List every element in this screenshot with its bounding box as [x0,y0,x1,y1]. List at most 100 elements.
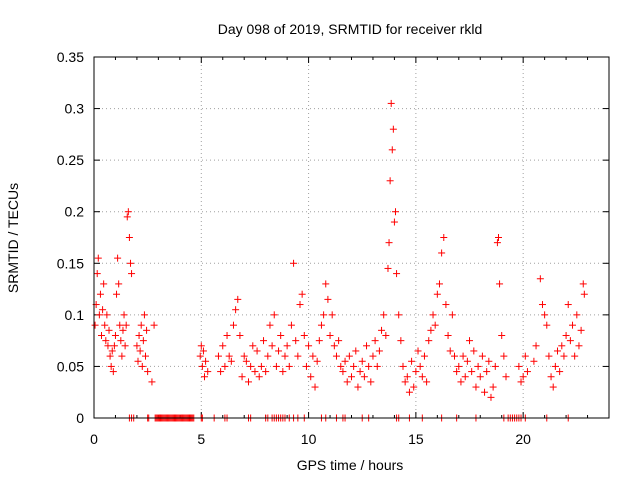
data-point [549,383,557,391]
x-tick-label: 10 [301,431,317,447]
data-point [373,362,381,370]
data-point [223,331,231,339]
data-point [305,342,313,350]
data-point [474,362,482,370]
data-point [272,362,280,370]
data-point [369,352,377,360]
data-point [123,213,131,221]
data-point [387,99,395,107]
data-point [489,383,497,391]
data-point [313,357,321,365]
data-point [115,280,123,288]
data-point [399,362,407,370]
data-point [99,306,107,314]
data-point [264,352,272,360]
data-point [116,321,124,329]
data-point [530,357,538,365]
data-point [337,362,345,370]
data-point [139,337,147,345]
data-point [98,331,106,339]
data-point [277,331,285,339]
data-point [214,352,222,360]
data-point [124,208,132,216]
data-point [485,357,493,365]
data-point [494,234,502,241]
data-point [493,239,501,247]
data-point [260,337,268,345]
data-point [266,321,274,329]
y-tick-label: 0.2 [65,204,85,220]
data-point [94,254,102,262]
data-point [470,347,478,355]
data-point [113,290,121,298]
data-point [95,311,103,319]
axis-ticks: 0 0.05 0.1 0.15 0.2 0.25 0.3 0.35 0 5 10 15 20 [57,49,609,447]
data-point [476,373,484,381]
data-point [435,280,443,288]
data-point [117,337,125,345]
data-point [307,373,315,381]
data-point [571,352,579,360]
data-point [523,368,531,376]
y-tick-label: 0.1 [65,307,85,323]
data-point [294,352,302,360]
data-point [137,321,145,329]
data-point [517,378,525,386]
data-point [242,357,250,365]
data-point [580,290,588,298]
data-point [487,393,495,401]
data-point [457,378,465,386]
data-point [498,331,506,339]
data-point [309,352,317,360]
data-point [352,347,360,355]
data-point [401,378,409,386]
data-point [575,342,583,350]
data-point [302,362,310,370]
data-point [328,311,336,319]
data-point [290,259,298,267]
data-point [322,280,330,288]
data-point [564,301,572,309]
data-point [380,311,388,319]
data-point [121,342,129,350]
data-point [107,362,115,370]
data-point [249,342,257,350]
data-point [569,321,577,329]
data-point [324,295,332,303]
data-point [547,373,555,381]
data-point [238,373,246,381]
data-point [140,311,148,319]
data-point [420,352,428,360]
data-point [240,352,248,360]
data-point [519,373,527,381]
data-point [543,321,551,329]
data-point [385,239,393,247]
data-point [105,326,113,334]
data-point [481,388,489,396]
data-point [101,321,109,329]
data-point [356,368,364,376]
data-point [104,342,112,350]
data-point [461,373,469,381]
y-tick-label: 0.35 [57,49,84,65]
data-point [275,347,283,355]
data-point [414,347,422,355]
data-point [257,362,265,370]
data-point [579,280,587,288]
x-tick-label: 15 [408,431,424,447]
data-point [416,362,424,370]
data-point [390,218,398,226]
x-tick-label: 20 [515,431,531,447]
data-point [448,311,456,319]
data-point [393,270,401,278]
data-point [455,362,463,370]
data-point [412,368,420,376]
data-point [134,357,142,365]
data-point [468,368,476,376]
data-point [429,311,437,319]
y-tick-label: 0.05 [57,358,84,374]
data-point [135,331,143,339]
data-point [143,326,151,334]
data-point [562,331,570,339]
data-point [142,352,149,360]
